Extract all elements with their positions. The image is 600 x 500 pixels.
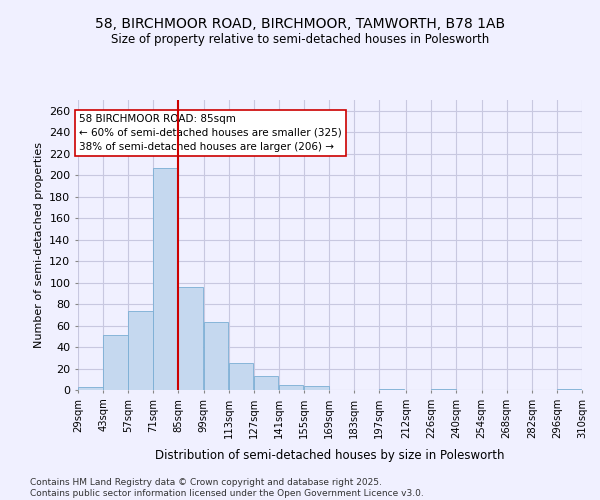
X-axis label: Distribution of semi-detached houses by size in Polesworth: Distribution of semi-detached houses by … xyxy=(155,449,505,462)
Text: Size of property relative to semi-detached houses in Polesworth: Size of property relative to semi-detach… xyxy=(111,32,489,46)
Bar xyxy=(178,287,203,390)
Y-axis label: Number of semi-detached properties: Number of semi-detached properties xyxy=(34,142,44,348)
Bar xyxy=(557,389,581,390)
Bar xyxy=(431,389,456,390)
Text: 58 BIRCHMOOR ROAD: 85sqm
← 60% of semi-detached houses are smaller (325)
38% of : 58 BIRCHMOOR ROAD: 85sqm ← 60% of semi-d… xyxy=(79,114,341,152)
Bar xyxy=(279,384,304,390)
Bar xyxy=(203,322,228,390)
Bar xyxy=(103,335,128,390)
Bar xyxy=(254,376,278,390)
Text: Contains HM Land Registry data © Crown copyright and database right 2025.
Contai: Contains HM Land Registry data © Crown c… xyxy=(30,478,424,498)
Bar xyxy=(128,310,153,390)
Bar xyxy=(78,387,103,390)
Bar xyxy=(229,363,253,390)
Bar xyxy=(379,389,404,390)
Bar xyxy=(304,386,329,390)
Bar xyxy=(154,168,178,390)
Text: 58, BIRCHMOOR ROAD, BIRCHMOOR, TAMWORTH, B78 1AB: 58, BIRCHMOOR ROAD, BIRCHMOOR, TAMWORTH,… xyxy=(95,18,505,32)
